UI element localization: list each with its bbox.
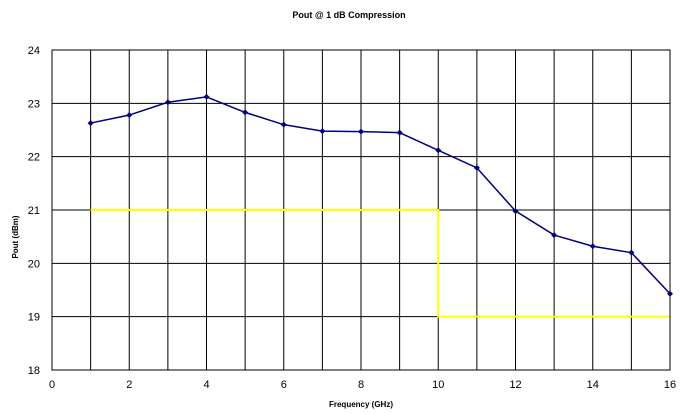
data-point (280, 121, 287, 128)
data-point (473, 164, 480, 171)
data-point (358, 128, 364, 135)
data-point (512, 208, 519, 215)
y-tick-label: 18 (28, 365, 40, 377)
x-tick-label: 10 (432, 379, 444, 391)
y-tick-label: 20 (28, 258, 40, 270)
data-point (164, 99, 171, 106)
x-tick-label: 0 (49, 379, 55, 391)
data-point (87, 120, 94, 127)
data-point (589, 243, 596, 250)
data-point (628, 249, 635, 256)
x-tick-label: 8 (358, 379, 364, 391)
y-axis-label: Pout (dBm) (11, 215, 20, 258)
data-point (319, 128, 326, 135)
plot-area (51, 49, 671, 371)
series-line (90, 96, 671, 295)
y-tick-label: 22 (28, 152, 40, 164)
x-tick-label: 12 (509, 379, 521, 391)
x-axis-label: Frequency (GHz) (329, 400, 393, 409)
y-tick-label: 21 (28, 205, 40, 217)
x-tick-label: 14 (587, 379, 599, 391)
data-point (551, 232, 558, 239)
x-tick-label: 4 (203, 379, 209, 391)
series-blue (87, 93, 673, 297)
y-tick-label: 23 (28, 98, 40, 110)
series-line (90, 209, 670, 318)
chart-title: Pout @ 1 dB Compression (292, 10, 405, 20)
x-tick-label: 2 (126, 379, 132, 391)
y-tick-label: 19 (28, 312, 40, 324)
data-point (126, 112, 133, 119)
data-point (242, 109, 249, 116)
series-yellow (90, 209, 670, 318)
y-tick-label: 24 (28, 45, 40, 57)
data-point (435, 147, 442, 154)
data-point (203, 93, 210, 100)
x-tick-label: 6 (281, 379, 287, 391)
x-tick-label: 16 (664, 379, 676, 391)
data-point (396, 129, 403, 136)
